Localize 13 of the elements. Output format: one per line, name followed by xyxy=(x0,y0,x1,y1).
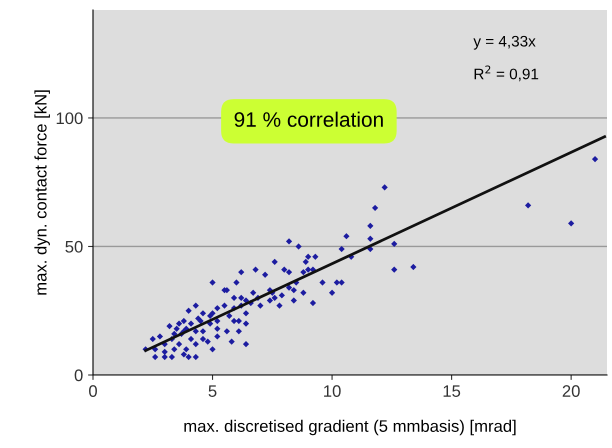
annotation: R$^{2}$ = 0,91 xyxy=(474,65,538,82)
x-tick-label: 15 xyxy=(444,385,460,397)
y-tick-label: 0 xyxy=(74,369,83,382)
x-tick-label: 0 xyxy=(89,385,97,397)
annotation: 91 % correlation xyxy=(234,112,383,127)
x-axis-title: max. discretised gradient (5 mmbasis) [mrad] xyxy=(184,420,516,436)
y-axis-title: max. dyn. contact force [kN] xyxy=(34,90,50,295)
annotation: y = 4,33x xyxy=(473,36,536,50)
y-tick-label: 50 xyxy=(65,240,83,253)
x-tick-label: 20 xyxy=(562,385,580,397)
y-tick-label: 100 xyxy=(56,112,83,124)
x-tick-label: 10 xyxy=(324,385,341,397)
x-tick-label: 5 xyxy=(208,385,216,397)
